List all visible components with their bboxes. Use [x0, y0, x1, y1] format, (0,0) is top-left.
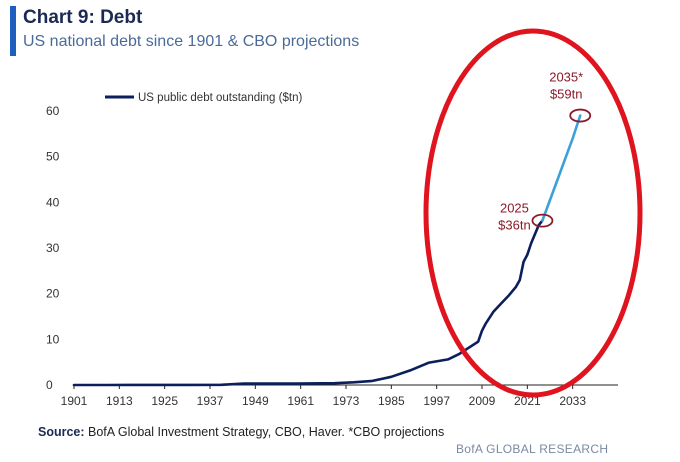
x-tick-label: 2021: [514, 394, 541, 408]
x-tick-label: 1937: [197, 394, 224, 408]
source-label: Source:: [38, 425, 85, 439]
y-tick-label: 40: [46, 195, 60, 209]
x-tick-label: 1973: [333, 394, 360, 408]
annotation-value-label: $36tn: [498, 218, 531, 233]
annotation-year-label: 2035*: [549, 70, 583, 85]
annotation-year-label: 2025: [500, 201, 529, 216]
x-tick-label: 1949: [242, 394, 269, 408]
x-tick-label: 1997: [423, 394, 450, 408]
annotation-marker: [531, 213, 554, 228]
chart-subtitle: US national debt since 1901 & CBO projec…: [23, 33, 360, 50]
y-tick-label: 60: [46, 104, 60, 118]
y-tick-label: 0: [46, 378, 53, 392]
annotation-value-label: $59tn: [550, 87, 583, 102]
series-line-cbo-projection: [541, 114, 582, 222]
y-tick-label: 50: [46, 150, 60, 164]
y-tick-label: 10: [46, 332, 60, 346]
x-tick-label: 1985: [378, 394, 405, 408]
source-text: BofA Global Investment Strategy, CBO, Ha…: [84, 425, 445, 439]
annotation-marker: [569, 108, 592, 123]
source-note: Source: BofA Global Investment Strategy,…: [38, 425, 444, 439]
series-line-public-debt: [72, 219, 544, 387]
legend-label: US public debt outstanding ($tn): [138, 92, 302, 104]
y-tick-label: 30: [46, 241, 60, 255]
x-tick-label: 1901: [61, 394, 88, 408]
x-tick-label: 1961: [287, 394, 314, 408]
highlight-ellipse: [423, 28, 643, 398]
y-tick-label: 20: [46, 287, 60, 301]
x-tick-label: 2009: [469, 394, 496, 408]
x-tick-label: 1913: [106, 394, 133, 408]
x-tick-label: 1925: [151, 394, 178, 408]
brand-footer: BofA GLOBAL RESEARCH: [456, 442, 609, 456]
title-accent-bar: [10, 6, 16, 56]
chart-title: Chart 9: Debt: [23, 7, 143, 28]
x-tick-label: 2033: [559, 394, 586, 408]
